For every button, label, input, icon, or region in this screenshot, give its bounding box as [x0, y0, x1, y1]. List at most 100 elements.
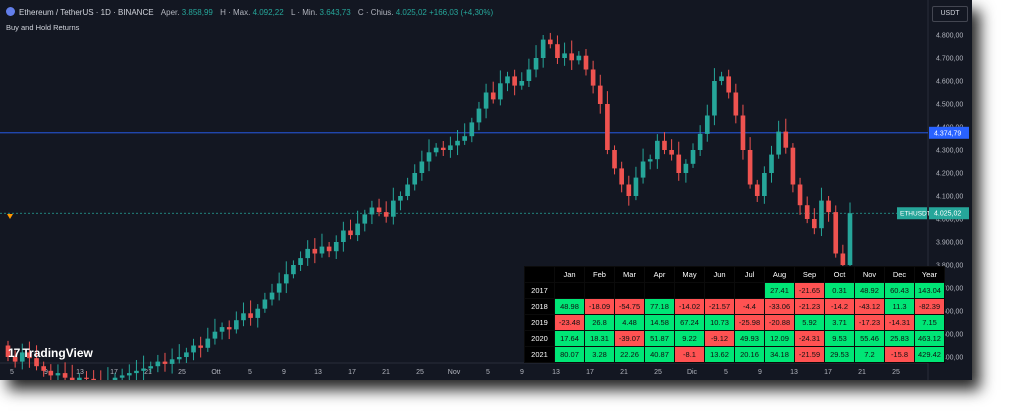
candle-body: [505, 76, 510, 84]
returns-value-cell: 77.18: [644, 298, 675, 315]
price-tick-label: 3.500,00: [936, 332, 963, 339]
candle-body: [341, 230, 346, 242]
returns-value-cell: 13.62: [704, 346, 735, 363]
candle-body: [283, 274, 289, 284]
candle-body: [326, 246, 332, 252]
price-tick-label: 4.600,00: [936, 79, 963, 86]
price-tick-label: 3.900,00: [936, 240, 963, 247]
returns-value-cell: -18.09: [584, 298, 615, 315]
indicator-label[interactable]: Buy and Hold Returns: [6, 23, 80, 32]
candle-body: [12, 357, 18, 362]
candle-body: [77, 377, 82, 380]
last-price-badge: [929, 207, 969, 220]
candle-body: [540, 39, 546, 58]
candle-body: [476, 108, 482, 123]
returns-value-cell: -33.06: [764, 298, 795, 315]
time-tick-label: 21: [620, 369, 628, 376]
time-tick-label: Nov: [448, 369, 461, 376]
candle-body: [391, 200, 396, 217]
time-tick-label: 17: [824, 369, 832, 376]
time-tick-label: 17: [110, 369, 118, 376]
returns-value-cell: [704, 282, 735, 299]
candle-body: [19, 352, 25, 362]
candle-body: [276, 283, 282, 293]
candle-body: [241, 313, 246, 321]
returns-value-cell: -14.02: [674, 298, 705, 315]
returns-value-cell: -43.12: [854, 298, 885, 315]
candle-body: [55, 373, 61, 376]
candle-body: [155, 361, 161, 367]
currency-button[interactable]: USDT: [932, 6, 968, 22]
candle-body: [612, 150, 617, 169]
candle-body: [547, 39, 553, 45]
tradingview-logo[interactable]: 17 TradingView: [8, 346, 93, 360]
candle-body: [683, 163, 689, 173]
chart-window: 4.800,004.700,004.600,004.500,004.400,00…: [0, 0, 972, 380]
returns-value-cell: 10.73: [704, 314, 735, 331]
candle-body: [248, 313, 253, 318]
candle-body: [212, 331, 218, 339]
candle-body: [697, 133, 703, 150]
close-value: 4.025,02 +166,03 (+4,30%): [395, 8, 494, 17]
returns-value-cell: 11.3: [884, 298, 915, 315]
returns-value-cell: 3.28: [584, 346, 615, 363]
returns-value-cell: -8.1: [674, 346, 705, 363]
candle-body: [148, 366, 154, 369]
candle-body: [226, 327, 232, 330]
candle-body: [840, 253, 846, 265]
candle-body: [34, 358, 39, 367]
returns-value-cell: 80.07: [554, 346, 585, 363]
returns-header-cell: Jul: [734, 266, 765, 283]
high-value: 4.092,22: [252, 8, 284, 17]
returns-header-cell: Aug: [764, 266, 795, 283]
returns-table: Jan Feb Mar Apr May Jun Jul Aug Sep Oct Nov Dec Year…: [524, 266, 945, 363]
low-value: 3.643,73: [319, 8, 351, 17]
returns-value-cell: -23.48: [554, 314, 585, 331]
price-tick-label: 4.200,00: [936, 171, 963, 178]
time-tick-label: 9: [520, 369, 524, 376]
candle-body: [162, 361, 168, 364]
returns-header-cell: Jun: [704, 266, 735, 283]
candle-body: [519, 81, 525, 86]
returns-value-cell: 7.2: [854, 346, 885, 363]
returns-value-cell: [554, 282, 585, 299]
returns-value-cell: [584, 282, 615, 299]
returns-value-cell: 5.92: [794, 314, 825, 331]
time-tick-label: Ott: [211, 369, 220, 376]
returns-value-cell: [614, 282, 645, 299]
returns-value-cell: 29.53: [824, 346, 855, 363]
candle-body: [269, 292, 275, 300]
candle-body: [176, 357, 182, 360]
returns-value-cell: 49.93: [734, 330, 765, 347]
candle-body: [776, 131, 781, 155]
candle-body: [398, 196, 403, 201]
returns-value-cell: 7.15: [914, 314, 945, 331]
last-price-symbol-badge: [897, 207, 927, 220]
candle-body: [383, 212, 389, 217]
candle-body: [469, 122, 475, 137]
last-price-symbol: ETHUSDT: [900, 211, 931, 218]
time-tick-label: Dic: [687, 369, 698, 376]
candle-body: [198, 345, 203, 348]
candle-body: [619, 168, 624, 185]
symbol-title[interactable]: Ethereum / TetherUS · 1D · BINANCE: [19, 8, 154, 17]
returns-value-cell: 463.12: [914, 330, 945, 347]
returns-value-cell: 34.18: [764, 346, 795, 363]
candle-body: [712, 81, 717, 116]
candle-body: [369, 207, 375, 215]
candle-body: [333, 242, 339, 252]
signal-marker-icon: [7, 214, 13, 219]
price-chart[interactable]: 4.800,004.700,004.600,004.500,004.400,00…: [0, 0, 972, 380]
time-tick-label: 25: [654, 369, 662, 376]
price-tick-label: 3.700,00: [936, 286, 963, 293]
returns-header-cell: Sep: [794, 266, 825, 283]
returns-value-cell: 9.22: [674, 330, 705, 347]
returns-value-cell: 25.83: [884, 330, 915, 347]
candle-body: [769, 154, 774, 173]
returns-year-cell: 2018: [524, 298, 555, 315]
returns-value-cell: 14.58: [644, 314, 675, 331]
candle-body: [362, 214, 368, 224]
candle-body: [569, 53, 575, 61]
candle-body: [797, 184, 803, 206]
returns-header-cell: Oct: [824, 266, 855, 283]
